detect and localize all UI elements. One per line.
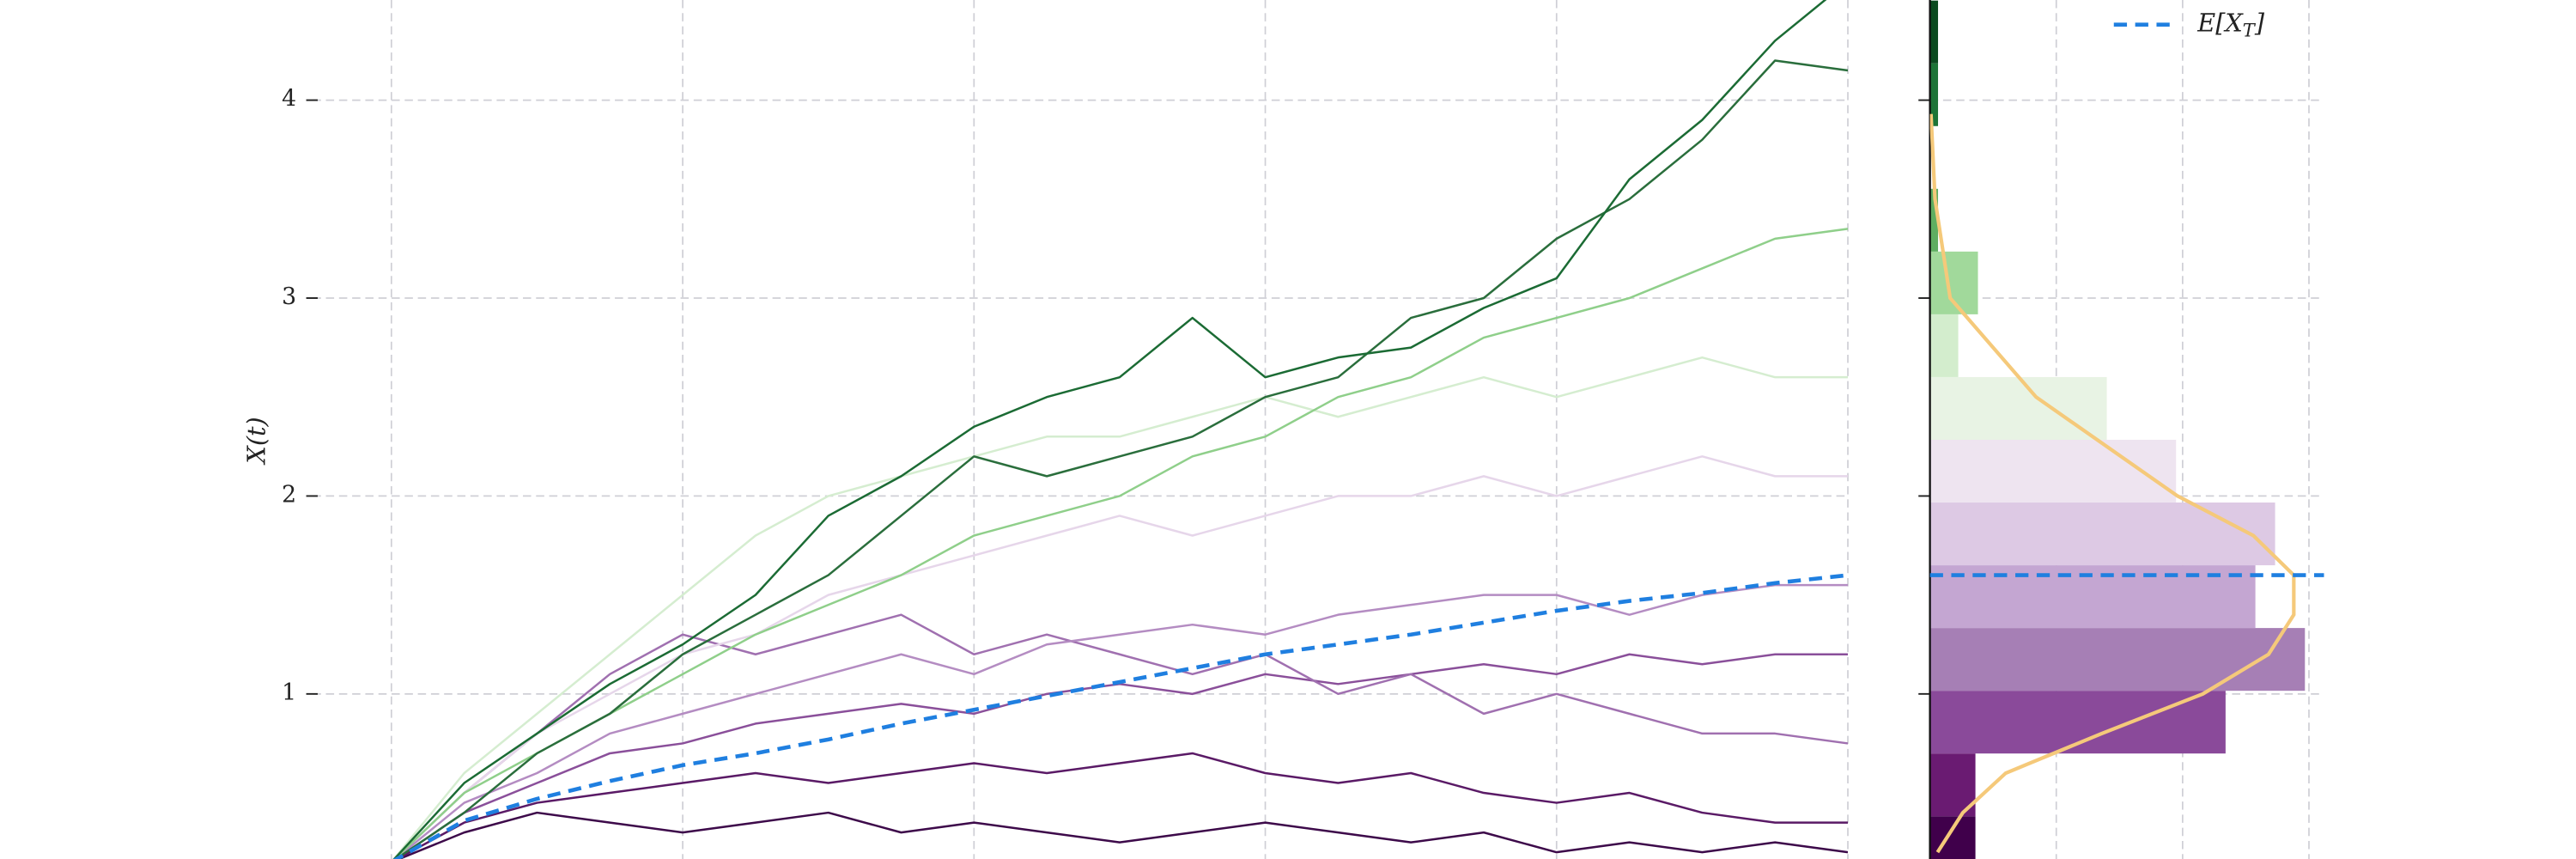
hist-bar — [1929, 816, 1976, 859]
y-tick-label: 4 — [282, 86, 296, 113]
legend: E[XT] — [2113, 8, 2265, 40]
legend-label: E[XT] — [2196, 8, 2265, 40]
paths — [392, 0, 1849, 859]
hist-bar — [1929, 439, 2177, 503]
density-curve — [1929, 113, 2296, 854]
histogram-overlay — [1929, 113, 2324, 854]
path-line — [392, 0, 1827, 859]
y-tick-label: 2 — [282, 481, 296, 508]
y-axis-label: X(t) — [242, 417, 271, 465]
hist-bar — [1929, 314, 1959, 377]
path-line — [392, 228, 1849, 859]
y-tick-label: 1 — [282, 679, 296, 706]
path-line — [392, 613, 1849, 859]
path-line — [392, 356, 1849, 859]
hist-bar — [1929, 376, 2107, 440]
mean-line — [392, 573, 1849, 859]
histogram — [1929, 0, 2306, 859]
hist-bar — [1929, 0, 1939, 64]
hist-bar — [1929, 63, 1939, 126]
path-line — [392, 455, 1849, 859]
path-line — [396, 811, 1849, 859]
y-tick-label: 3 — [282, 283, 296, 310]
hist-bar — [1929, 628, 2306, 691]
hist-bar — [1929, 188, 1939, 252]
path-line — [393, 583, 1849, 859]
hist-bar — [1929, 503, 2275, 566]
path-line — [395, 752, 1849, 859]
